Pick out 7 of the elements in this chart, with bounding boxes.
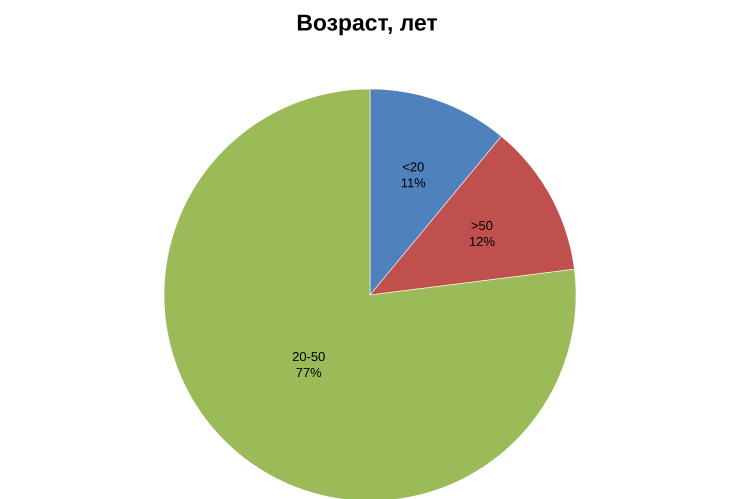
data-label: 77% (296, 368, 322, 378)
slice-label: <20 (402, 162, 424, 172)
chart-title: Возраст, лет (298, 14, 438, 36)
data-label: 11% (402, 178, 426, 188)
data-label: 12% (470, 236, 494, 246)
slice-label: >50 (472, 220, 492, 230)
slice-label: 20-50 (292, 352, 325, 362)
